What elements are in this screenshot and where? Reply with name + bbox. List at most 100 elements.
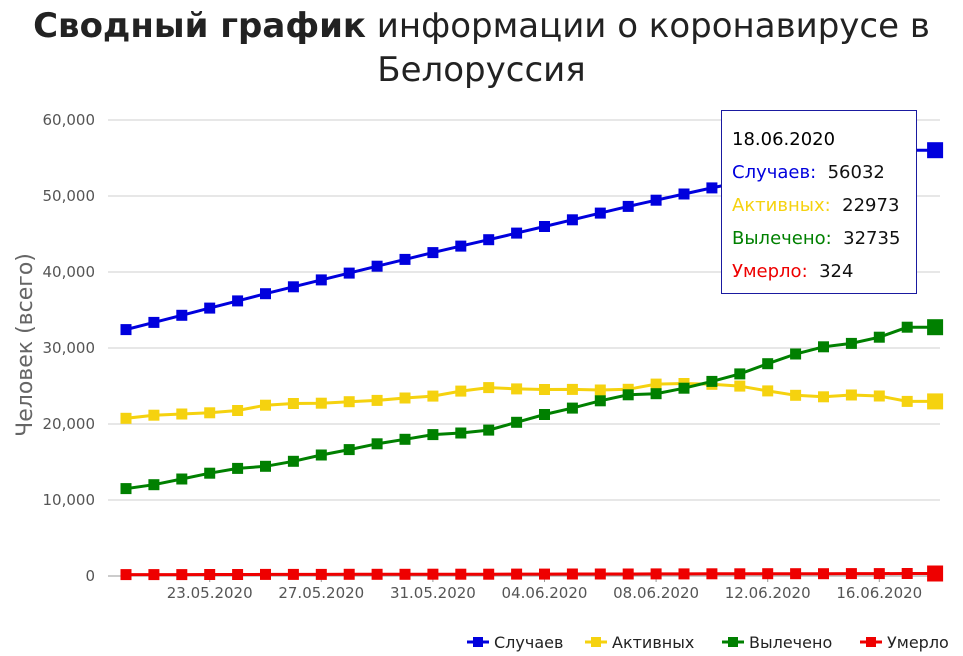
data-point[interactable] xyxy=(176,408,188,420)
data-point[interactable] xyxy=(260,288,271,300)
data-point[interactable] xyxy=(539,221,550,232)
data-point[interactable] xyxy=(790,568,802,580)
data-point[interactable] xyxy=(287,455,299,467)
data-point[interactable] xyxy=(315,274,327,286)
legend-item-1[interactable]: Активных xyxy=(585,633,694,652)
data-point[interactable] xyxy=(678,188,690,200)
data-point[interactable] xyxy=(511,383,523,395)
data-point[interactable] xyxy=(148,316,160,328)
data-point[interactable] xyxy=(427,390,439,402)
data-point[interactable] xyxy=(176,569,188,581)
data-point[interactable] xyxy=(232,462,244,474)
data-point[interactable] xyxy=(734,380,746,392)
data-point[interactable] xyxy=(232,295,244,307)
data-point[interactable] xyxy=(315,568,327,580)
data-point[interactable] xyxy=(343,267,355,279)
data-point[interactable] xyxy=(539,409,550,420)
data-point[interactable] xyxy=(260,399,271,411)
legend[interactable]: Случаев Активных Вылечено Умерло xyxy=(467,633,949,652)
data-point[interactable] xyxy=(427,247,439,259)
data-point[interactable] xyxy=(927,142,944,159)
series-2[interactable] xyxy=(120,319,944,495)
data-point[interactable] xyxy=(455,240,467,252)
data-point[interactable] xyxy=(706,568,718,580)
data-point[interactable] xyxy=(873,331,885,343)
data-point[interactable] xyxy=(622,200,634,212)
data-point[interactable] xyxy=(287,281,299,293)
data-point[interactable] xyxy=(315,397,327,409)
data-point[interactable] xyxy=(594,207,606,219)
data-point[interactable] xyxy=(176,473,188,485)
data-point[interactable] xyxy=(706,182,718,194)
data-point[interactable] xyxy=(371,260,383,272)
data-point[interactable] xyxy=(873,568,885,580)
data-point[interactable] xyxy=(343,396,355,408)
data-point[interactable] xyxy=(120,483,132,495)
data-point[interactable] xyxy=(650,388,662,400)
data-point[interactable] xyxy=(927,565,944,582)
data-point[interactable] xyxy=(901,568,913,579)
series-3[interactable] xyxy=(120,565,944,582)
data-point[interactable] xyxy=(594,568,606,580)
data-point[interactable] xyxy=(845,568,857,580)
data-point[interactable] xyxy=(734,568,746,580)
data-point[interactable] xyxy=(678,382,690,394)
data-point[interactable] xyxy=(594,384,606,396)
data-point[interactable] xyxy=(343,568,355,580)
data-point[interactable] xyxy=(901,395,913,407)
data-point[interactable] xyxy=(650,568,662,580)
data-point[interactable] xyxy=(818,341,829,353)
data-point[interactable] xyxy=(204,569,216,580)
data-point[interactable] xyxy=(790,348,802,360)
data-point[interactable] xyxy=(678,568,690,580)
data-point[interactable] xyxy=(427,429,439,441)
data-point[interactable] xyxy=(204,302,216,314)
data-point[interactable] xyxy=(790,389,802,401)
data-point[interactable] xyxy=(762,568,774,580)
data-point[interactable] xyxy=(650,378,662,390)
data-point[interactable] xyxy=(762,358,774,370)
data-point[interactable] xyxy=(511,568,523,580)
data-point[interactable] xyxy=(566,214,578,226)
data-point[interactable] xyxy=(845,389,857,401)
data-point[interactable] xyxy=(845,337,857,349)
data-point[interactable] xyxy=(818,568,829,580)
data-point[interactable] xyxy=(287,568,299,580)
data-point[interactable] xyxy=(371,438,383,450)
data-point[interactable] xyxy=(399,433,411,445)
data-point[interactable] xyxy=(455,427,467,439)
data-point[interactable] xyxy=(511,227,523,239)
data-point[interactable] xyxy=(455,568,467,580)
data-point[interactable] xyxy=(176,309,188,321)
data-point[interactable] xyxy=(539,568,550,580)
data-point[interactable] xyxy=(204,467,216,479)
data-point[interactable] xyxy=(287,398,299,409)
data-point[interactable] xyxy=(622,568,634,580)
data-point[interactable] xyxy=(343,444,355,456)
data-point[interactable] xyxy=(315,449,327,461)
data-point[interactable] xyxy=(927,319,944,336)
data-point[interactable] xyxy=(706,375,718,387)
data-point[interactable] xyxy=(120,324,132,336)
data-point[interactable] xyxy=(566,402,578,414)
data-point[interactable] xyxy=(399,253,411,265)
data-point[interactable] xyxy=(427,568,439,580)
data-point[interactable] xyxy=(622,389,634,401)
legend-item-0[interactable]: Случаев xyxy=(467,633,563,652)
data-point[interactable] xyxy=(734,368,746,380)
data-point[interactable] xyxy=(148,479,160,491)
data-point[interactable] xyxy=(232,569,244,580)
data-point[interactable] xyxy=(148,409,160,421)
data-point[interactable] xyxy=(232,405,244,416)
data-point[interactable] xyxy=(594,395,606,407)
data-point[interactable] xyxy=(120,412,132,424)
data-point[interactable] xyxy=(539,384,550,395)
data-point[interactable] xyxy=(148,569,160,581)
data-point[interactable] xyxy=(260,460,271,472)
data-point[interactable] xyxy=(371,568,383,580)
data-point[interactable] xyxy=(399,392,411,404)
data-point[interactable] xyxy=(399,568,411,580)
data-point[interactable] xyxy=(483,234,495,246)
data-point[interactable] xyxy=(818,391,829,403)
legend-item-3[interactable]: Умерло xyxy=(860,633,949,652)
